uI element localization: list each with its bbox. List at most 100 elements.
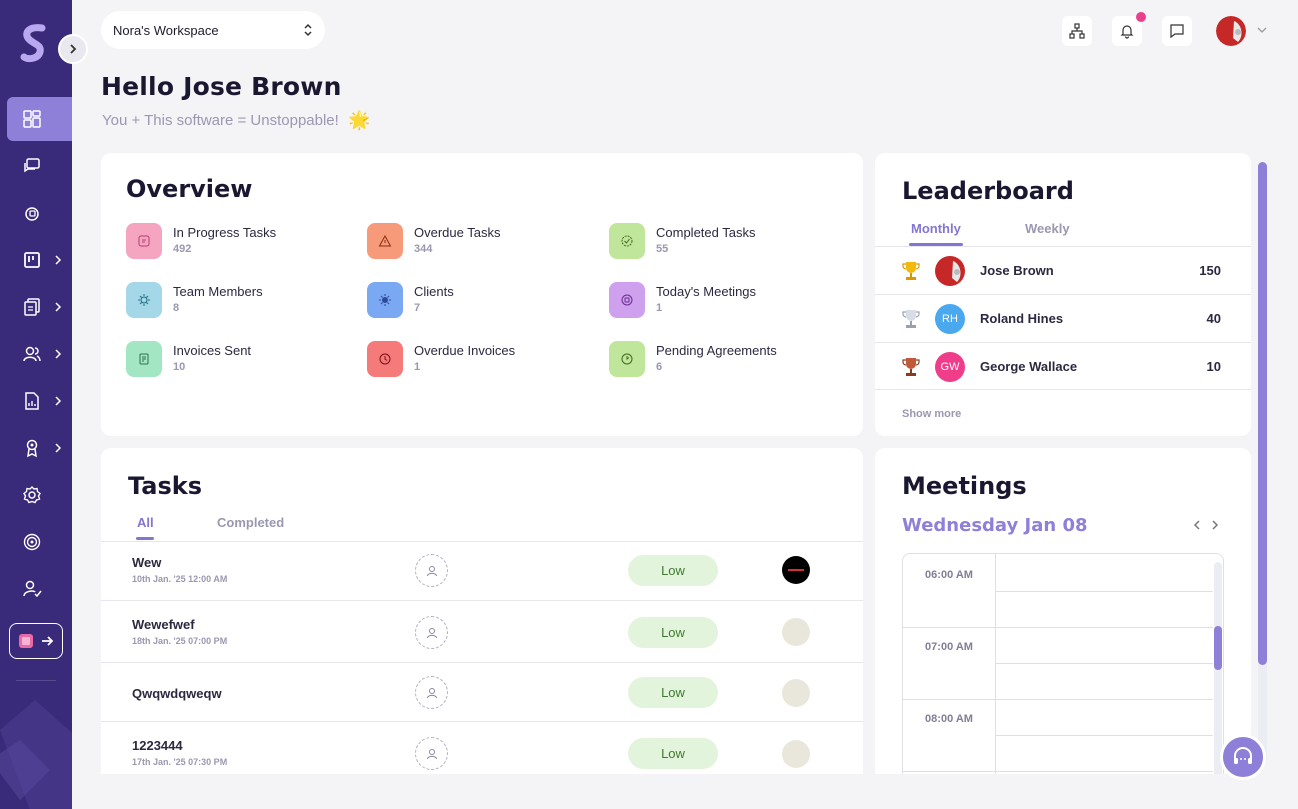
leaderboard-score: 150	[1199, 263, 1221, 278]
priority-badge[interactable]: Low	[628, 738, 718, 769]
chevron-right-icon	[55, 443, 62, 453]
sidebar-divider	[16, 680, 56, 681]
sidebar-item-users[interactable]	[0, 332, 72, 376]
avatar[interactable]	[782, 556, 810, 584]
meetings-card: Meetings Wednesday Jan 08 06:00 AM 07:00…	[875, 448, 1251, 774]
switch-app-button[interactable]	[9, 623, 63, 659]
tab-all[interactable]: All	[137, 515, 154, 530]
table-row[interactable]: Wewefwef 18th Jan. '25 07:00 PM Low	[101, 601, 863, 662]
sidebar-item-meetings[interactable]	[0, 191, 72, 235]
overview-item-overdue-tasks[interactable]: Overdue Tasks 344	[367, 223, 597, 263]
user-avatar-image	[1216, 16, 1246, 46]
app-logo[interactable]	[20, 24, 48, 64]
overview-label: In Progress Tasks	[173, 225, 277, 240]
avatar[interactable]	[782, 740, 810, 768]
leaderboard-score: 40	[1206, 311, 1221, 326]
page-title: Hello Jose Brown	[101, 72, 342, 101]
sidebar	[0, 0, 72, 809]
overview-item-team-members[interactable]: Team Members 8	[126, 282, 356, 322]
sidebar-item-awards[interactable]	[0, 426, 72, 470]
tab-monthly[interactable]: Monthly	[911, 221, 961, 236]
leaderboard-title: Leaderboard	[902, 177, 1074, 205]
sidebar-item-board[interactable]	[0, 238, 72, 282]
page-subtitle: You + This software = Unstoppable!	[102, 112, 339, 129]
chevron-down-icon[interactable]	[1256, 25, 1268, 35]
sidebar-item-target[interactable]	[0, 520, 72, 564]
leaderboard-score: 10	[1206, 359, 1221, 374]
tab-weekly[interactable]: Weekly	[1025, 221, 1070, 236]
overview-value: 6	[656, 361, 663, 373]
overview-value: 8	[173, 302, 180, 314]
sidebar-item-messages[interactable]	[0, 144, 72, 188]
calendar-scroll-thumb[interactable]	[1214, 626, 1222, 670]
sidebar-collapse-button[interactable]	[58, 34, 88, 64]
task-name: Qwqwdqweqw	[132, 686, 222, 701]
overview-label: Today's Meetings	[656, 284, 757, 299]
leaderboard-row[interactable]: Jose Brown 150	[875, 247, 1251, 295]
tasks-title: Tasks	[128, 472, 203, 500]
sidebar-item-documents[interactable]	[0, 285, 72, 329]
tab-completed[interactable]: Completed	[217, 515, 285, 530]
divider	[101, 721, 863, 722]
headset-icon	[1234, 747, 1252, 764]
in-progress-icon	[126, 223, 162, 259]
assign-user-button[interactable]	[415, 737, 448, 770]
hierarchy-icon	[1069, 23, 1085, 39]
priority-badge[interactable]: Low	[628, 617, 718, 648]
tab-active-indicator	[909, 243, 963, 246]
assign-user-button[interactable]	[415, 554, 448, 587]
sidebar-item-user-check[interactable]	[0, 567, 72, 611]
overview-label: Invoices Sent	[173, 343, 252, 358]
overview-value: 55	[656, 243, 669, 255]
sidebar-item-dashboard[interactable]	[0, 97, 72, 141]
chevron-right-icon[interactable]	[1208, 518, 1222, 532]
overview-label: Pending Agreements	[656, 343, 777, 358]
time-slot-label: 06:00 AM	[925, 569, 973, 581]
chevron-right-icon	[55, 255, 62, 265]
meetings-calendar[interactable]: 06:00 AM 07:00 AM 08:00 AM	[902, 553, 1224, 774]
notifications-button[interactable]	[1112, 12, 1146, 46]
overview-value: 7	[414, 302, 421, 314]
user-avatar[interactable]	[1216, 16, 1246, 46]
workspace-selector[interactable]: Nora's Workspace	[101, 11, 325, 49]
arrow-right-icon	[42, 636, 54, 646]
table-row[interactable]: 1223444 17th Jan. '25 07:30 PM Low	[101, 722, 863, 774]
table-row[interactable]: Qwqwdqweqw Low	[101, 663, 863, 721]
pending-icon	[609, 341, 645, 377]
sidebar-item-reports[interactable]	[0, 379, 72, 423]
chevron-left-icon[interactable]	[1190, 518, 1204, 532]
priority-badge[interactable]: Low	[628, 677, 718, 708]
overview-item-completed-tasks[interactable]: Completed Tasks 55	[609, 223, 839, 263]
assign-user-button[interactable]	[415, 676, 448, 709]
page-scroll-thumb[interactable]	[1258, 162, 1267, 665]
divider	[875, 389, 1251, 390]
overview-item-invoices-sent[interactable]: Invoices Sent 10	[126, 341, 356, 381]
show-more-link[interactable]: Show more	[902, 408, 962, 420]
assign-user-button[interactable]	[415, 616, 448, 649]
time-slot-label: 07:00 AM	[925, 641, 973, 653]
avatar[interactable]	[782, 618, 810, 646]
avatar[interactable]	[782, 679, 810, 707]
invoice-icon	[126, 341, 162, 377]
overview-item-todays-meetings[interactable]: Today's Meetings 1	[609, 282, 839, 322]
overview-item-overdue-invoices[interactable]: Overdue Invoices 1	[367, 341, 597, 381]
overview-item-pending-agreements[interactable]: Pending Agreements 6	[609, 341, 839, 381]
overview-label: Completed Tasks	[656, 225, 756, 240]
check-circle-icon	[609, 223, 645, 259]
overview-item-in-progress[interactable]: In Progress Tasks 492	[126, 223, 356, 263]
leaderboard-row[interactable]: RH Roland Hines 40	[875, 295, 1251, 343]
overview-label: Clients	[414, 284, 454, 299]
support-chat-button[interactable]	[1220, 734, 1266, 780]
priority-badge[interactable]: Low	[628, 555, 718, 586]
org-chart-button[interactable]	[1062, 16, 1092, 46]
time-slot-label: 08:00 AM	[925, 713, 973, 725]
silver-trophy-icon	[902, 310, 920, 328]
overview-item-clients[interactable]: Clients 7	[367, 282, 597, 322]
divider	[875, 342, 1251, 343]
chat-button[interactable]	[1162, 16, 1192, 46]
sidebar-item-settings[interactable]	[0, 473, 72, 517]
chevron-right-icon	[70, 44, 77, 54]
table-row[interactable]: Wew 10th Jan. '25 12:00 AM Low	[101, 542, 863, 600]
notification-badge	[1136, 12, 1146, 22]
leaderboard-row[interactable]: GW George Wallace 10	[875, 343, 1251, 391]
